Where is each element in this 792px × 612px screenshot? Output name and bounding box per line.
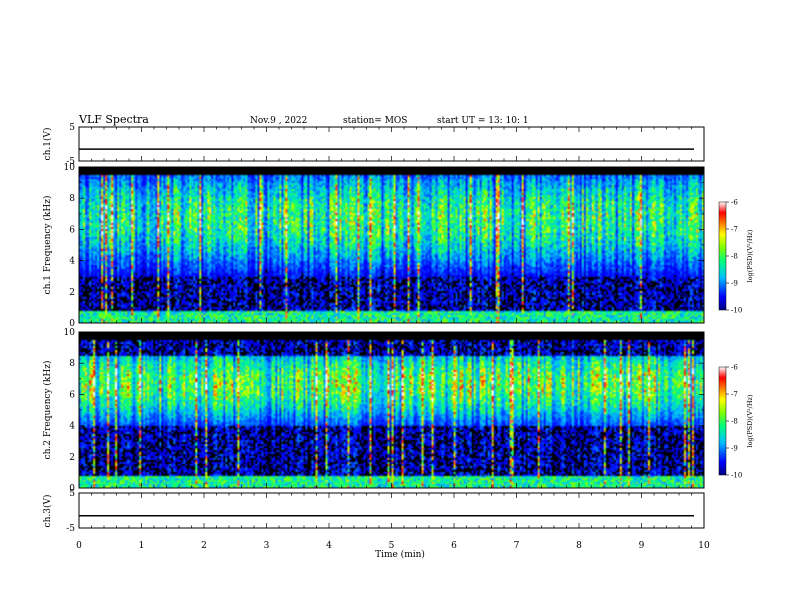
date-label: Nov.9 , 2022	[250, 116, 307, 126]
ch1-waveform-frame	[78, 126, 705, 162]
y-tick-label: 6	[69, 390, 75, 400]
x-tick-label: 7	[514, 541, 520, 551]
colorbar-tick-label: -10	[731, 307, 742, 315]
y-tick-label: 0	[69, 319, 75, 329]
colorbar-tick-label: -7	[731, 226, 738, 234]
ch1-spectrogram-panel: 0 2 4 6 8 10	[64, 163, 705, 329]
ch1-waveform-ylabel: ch.1(V)	[42, 128, 53, 161]
start-ut-label: start UT = 13: 10: 1	[437, 116, 529, 126]
ch3-waveform-frame	[78, 492, 705, 529]
y-tick-label: 6	[69, 225, 75, 235]
y-tick-label: -5	[66, 524, 75, 534]
ch1-waveform-panel: 5 -5	[66, 123, 705, 167]
y-tick-label: 0	[69, 484, 75, 494]
x-axis-label: Time (min)	[375, 549, 425, 560]
x-tick-label: 1	[139, 541, 145, 551]
y-tick-label: 2	[69, 288, 75, 298]
y-tick-label: 5	[69, 123, 75, 133]
y-tick-label: 8	[69, 359, 75, 369]
ch2-colorbar-label: log(PSD)(V²/Hz)	[746, 394, 754, 447]
colorbar-ticks: -6 -7 -8 -9 -10 -6 -7 -8 -9 -10	[726, 199, 742, 480]
ch2-spectrogram-panel: 0 2 4 6 8 10	[64, 328, 705, 494]
colorbar-tick-label: -8	[731, 418, 738, 426]
ch1-colorbar-label: log(PSD)(V²/Hz)	[746, 229, 754, 282]
x-tick-label: 10	[698, 541, 710, 551]
ch1-spectrogram-ylabel: ch.1 Frequency (kHz)	[42, 196, 53, 295]
y-tick-label: 10	[64, 328, 76, 338]
colorbar-tick-label: -10	[731, 472, 742, 480]
colorbar-tick-label: -9	[731, 280, 738, 288]
y-tick-label: 10	[64, 163, 76, 173]
colorbar-tick-label: -6	[731, 364, 738, 372]
x-tick-label: 4	[326, 541, 332, 551]
y-tick-label: 4	[69, 422, 75, 432]
ch1-colorbar-scale	[718, 201, 727, 311]
ch3-waveform-panel: 5 -5	[66, 489, 705, 534]
colorbar-tick-label: -9	[731, 445, 738, 453]
y-tick-label: 8	[69, 194, 75, 204]
x-tick-label: 8	[576, 541, 582, 551]
station-label: station= MOS	[343, 116, 407, 126]
ch2-colorbar-scale	[718, 366, 727, 476]
colorbar-tick-label: -7	[731, 391, 738, 399]
y-tick-label: 5	[69, 489, 75, 499]
y-tick-label: -5	[66, 157, 75, 167]
x-tick-label: 9	[639, 541, 645, 551]
header: VLF Spectra Nov.9 , 2022 station= MOS st…	[78, 113, 529, 126]
colorbar-tick-label: -6	[731, 199, 738, 207]
y-tick-label: 4	[69, 257, 75, 267]
ch3-waveform-ylabel: ch.3(V)	[42, 495, 53, 528]
figure-title: VLF Spectra	[78, 113, 149, 126]
x-tick-label: 0	[76, 541, 82, 551]
x-tick-label: 2	[201, 541, 207, 551]
x-tick-label: 5	[389, 541, 395, 551]
y-tick-label: 2	[69, 453, 75, 463]
ch1-spectrogram-image	[79, 167, 704, 323]
ch2-spectrogram-ylabel: ch.2 Frequency (kHz)	[42, 361, 53, 460]
colorbar-tick-label: -8	[731, 253, 738, 261]
ch2-spectrogram-image	[79, 332, 704, 488]
x-tick-label: 6	[451, 541, 457, 551]
x-tick-label: 3	[264, 541, 270, 551]
